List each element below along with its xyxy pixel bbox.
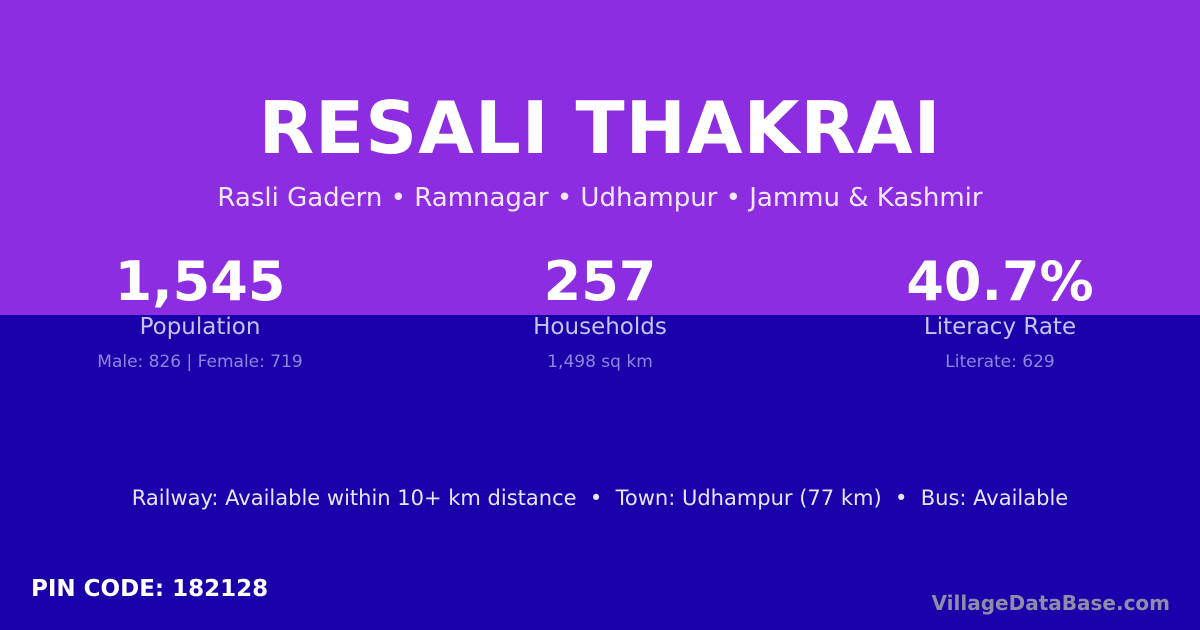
- stat-detail: 1,498 sq km: [547, 352, 653, 372]
- stat-label: Population: [139, 314, 261, 340]
- village-title: RESALI THAKRAI: [258, 86, 942, 170]
- stat-value: 1,545: [114, 250, 286, 313]
- stat-population: 1,545 Population Male: 826 | Female: 719: [0, 250, 400, 372]
- stat-detail: Literate: 629: [945, 352, 1055, 372]
- stat-value: 257: [543, 250, 657, 313]
- pin-code: PIN CODE: 182128: [31, 576, 269, 602]
- header-band: [0, 0, 1200, 315]
- stat-label: Literacy Rate: [923, 314, 1077, 340]
- stat-detail: Male: 826 | Female: 719: [97, 352, 303, 372]
- location-breadcrumb: Rasli Gadern • Ramnagar • Udhampur • Jam…: [217, 183, 983, 213]
- brand-watermark: VillageDataBase.com: [931, 591, 1170, 615]
- stat-literacy: 40.7% Literacy Rate Literate: 629: [800, 250, 1200, 372]
- stat-value: 40.7%: [906, 250, 1094, 313]
- stat-households: 257 Households 1,498 sq km: [400, 250, 800, 372]
- stat-label: Households: [533, 314, 667, 340]
- amenities-line: Railway: Available within 10+ km distanc…: [131, 486, 1069, 510]
